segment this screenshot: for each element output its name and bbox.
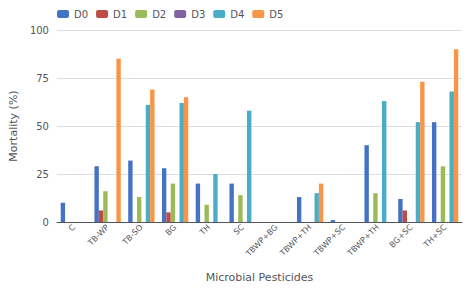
- svg-text:D2: D2: [152, 9, 166, 20]
- svg-text:TB-WP: TB-WP: [86, 223, 111, 248]
- svg-text:Microbial Pesticides: Microbial Pesticides: [206, 271, 314, 284]
- svg-text:D1: D1: [113, 9, 127, 20]
- svg-text:SC: SC: [232, 223, 246, 237]
- svg-text:TBWP+TH: TBWP+TH: [278, 223, 314, 259]
- svg-text:D4: D4: [230, 9, 244, 20]
- svg-text:BG: BG: [164, 223, 179, 238]
- svg-text:TH+SC: TH+SC: [421, 223, 448, 250]
- svg-text:TBWP+TH: TBWP+TH: [345, 223, 381, 259]
- svg-text:25: 25: [36, 169, 49, 180]
- svg-text:D3: D3: [191, 9, 205, 20]
- svg-text:TH: TH: [197, 223, 212, 238]
- svg-text:75: 75: [36, 73, 49, 84]
- svg-text:C: C: [67, 223, 78, 234]
- svg-text:D0: D0: [74, 9, 88, 20]
- svg-text:50: 50: [36, 121, 49, 132]
- svg-text:TBWP+SC: TBWP+SC: [312, 223, 348, 259]
- svg-text:TB-SO: TB-SO: [120, 223, 144, 247]
- svg-text:BG+SC: BG+SC: [388, 223, 415, 250]
- svg-text:D5: D5: [269, 9, 283, 20]
- svg-text:100: 100: [30, 25, 49, 36]
- svg-text:0: 0: [43, 217, 49, 228]
- svg-text:TBWP+BG: TBWP+BG: [243, 223, 279, 259]
- svg-text:Mortality (%): Mortality (%): [7, 90, 20, 161]
